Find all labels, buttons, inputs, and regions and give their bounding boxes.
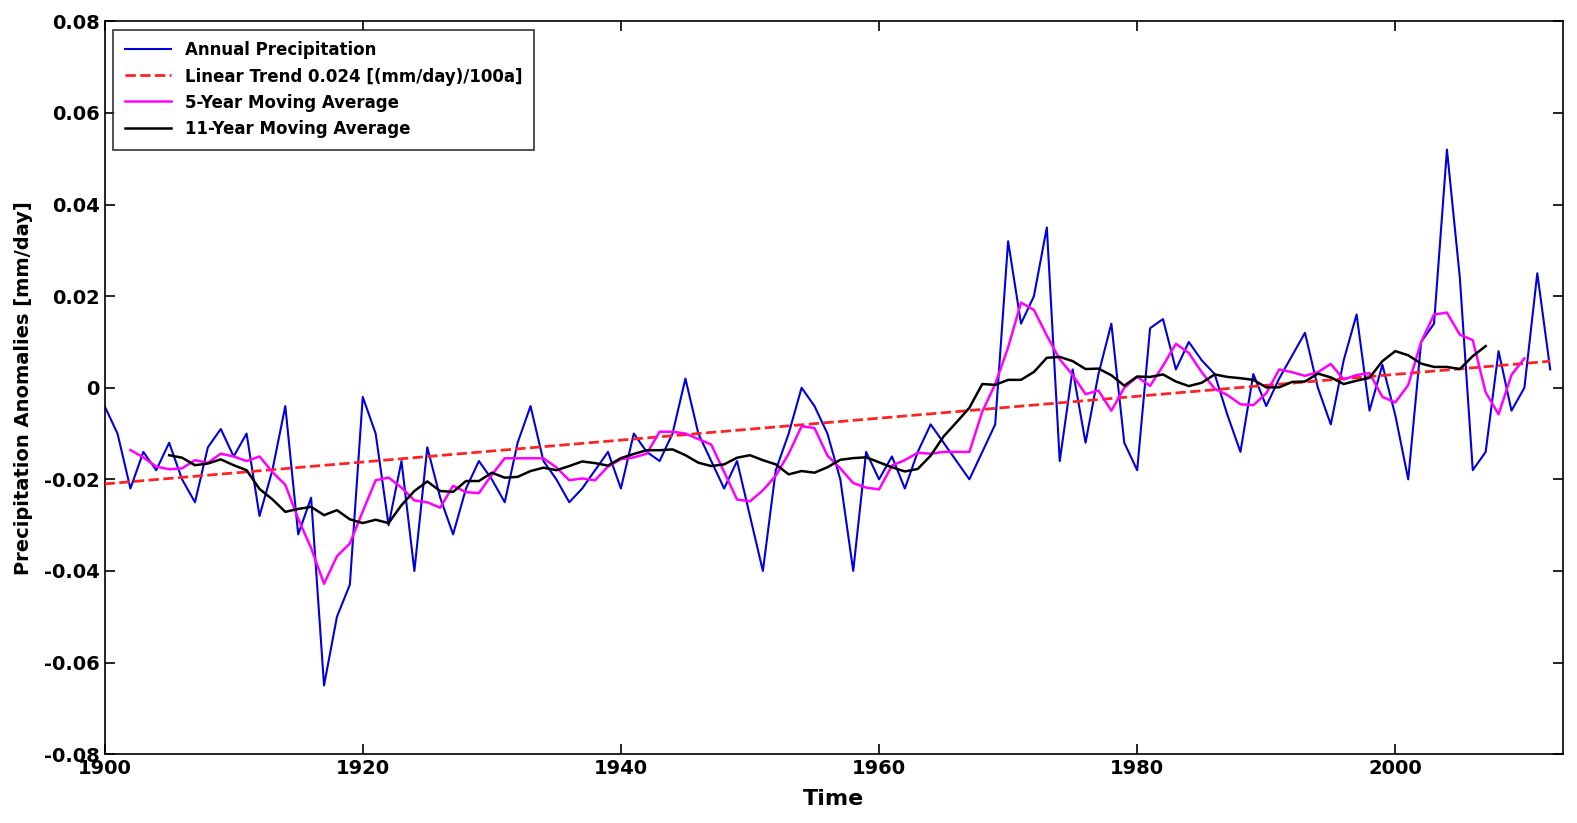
5-Year Moving Average <box>896 455 915 465</box>
Annual Precipitation <box>147 465 166 475</box>
11-Year Moving Average <box>934 431 953 441</box>
X-axis label: Time: Time <box>803 789 864 809</box>
Line: 5-Year Moving Average: 5-Year Moving Average <box>131 303 1525 584</box>
Line: Annual Precipitation: Annual Precipitation <box>104 150 1550 686</box>
11-Year Moving Average <box>1374 356 1392 366</box>
Annual Precipitation <box>95 401 114 411</box>
Annual Precipitation <box>572 484 591 494</box>
5-Year Moving Average <box>520 453 539 463</box>
Annual Precipitation <box>1438 145 1457 155</box>
Legend: Annual Precipitation, Linear Trend 0.024 [(mm/day)/100a], 5-Year Moving Average,: Annual Precipitation, Linear Trend 0.024… <box>114 30 533 150</box>
5-Year Moving Average <box>1011 298 1030 308</box>
11-Year Moving Average <box>1476 342 1495 351</box>
Annual Precipitation <box>1192 356 1211 365</box>
5-Year Moving Average <box>1063 370 1082 380</box>
Y-axis label: Precipitation Anomalies [mm/day]: Precipitation Anomalies [mm/day] <box>14 201 33 574</box>
5-Year Moving Average <box>599 462 618 472</box>
5-Year Moving Average <box>1515 354 1534 364</box>
11-Year Moving Average <box>159 450 178 460</box>
5-Year Moving Average <box>883 461 902 471</box>
Annual Precipitation <box>1541 365 1560 374</box>
11-Year Moving Average <box>378 518 397 528</box>
11-Year Moving Average <box>1359 373 1378 383</box>
Annual Precipitation <box>1309 383 1328 393</box>
11-Year Moving Average <box>1334 379 1353 389</box>
Annual Precipitation <box>314 681 333 690</box>
11-Year Moving Average <box>535 463 554 472</box>
5-Year Moving Average <box>121 445 140 455</box>
Annual Precipitation <box>1463 465 1482 475</box>
Annual Precipitation <box>134 447 153 457</box>
Line: 11-Year Moving Average: 11-Year Moving Average <box>169 346 1486 523</box>
11-Year Moving Average <box>1399 351 1418 360</box>
5-Year Moving Average <box>314 579 333 588</box>
5-Year Moving Average <box>224 452 243 462</box>
